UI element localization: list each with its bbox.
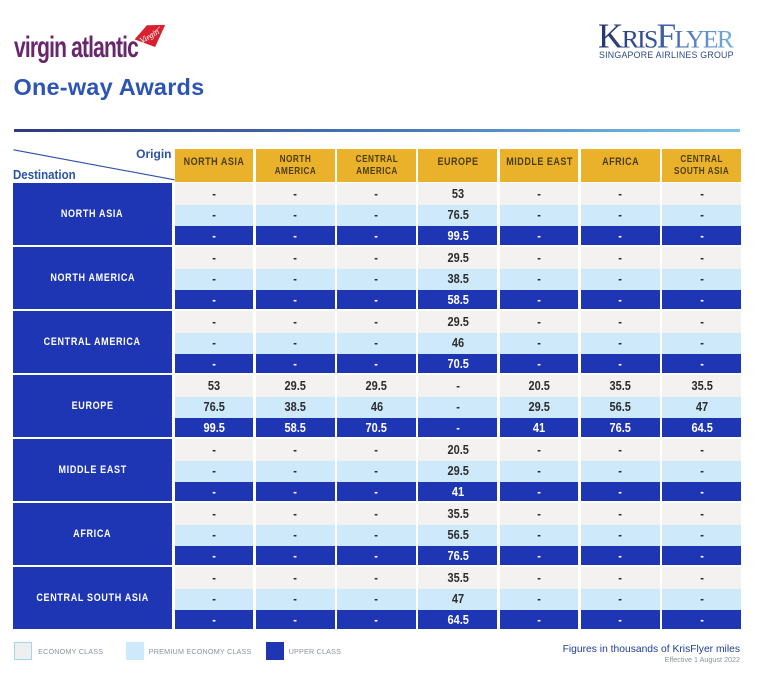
svg-text:KRISFLYER: KRISFLYER <box>598 22 735 56</box>
svg-text:SINGAPORE AIRLINES GROUP: SINGAPORE AIRLINES GROUP <box>599 50 734 60</box>
